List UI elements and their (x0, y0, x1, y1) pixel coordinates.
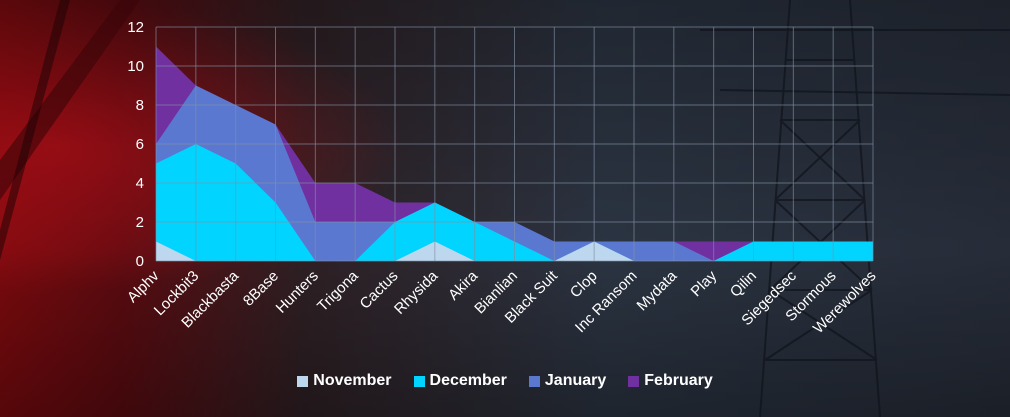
y-axis: 0 2 4 6 8 10 12 (127, 19, 144, 270)
legend-swatch (528, 375, 540, 387)
x-tick-label: Clop (567, 268, 601, 302)
legend-swatch (628, 375, 640, 387)
legend-swatch (297, 375, 309, 387)
x-tick-label: Qilin (727, 268, 760, 301)
x-tick-label: Trigona (314, 267, 362, 315)
area-series-december (156, 144, 873, 261)
x-axis: AlphvLockbit3Blackbasta8BaseHuntersTrigo… (124, 267, 880, 337)
legend-item-december: December (413, 372, 507, 390)
area-series-february (156, 46, 873, 261)
x-tick-label: Rhysida (391, 267, 442, 318)
y-tick-label: 6 (136, 136, 144, 153)
legend-label: February (644, 372, 713, 389)
x-tick-label: Mydata (634, 267, 681, 314)
y-tick-label: 4 (136, 175, 144, 192)
x-tick-label: Play (688, 267, 721, 300)
legend-item-january: January (528, 372, 607, 390)
y-tick-label: 12 (127, 19, 144, 36)
x-tick-label: Akira (445, 267, 482, 304)
x-tick-label: Hunters (273, 268, 322, 317)
chart-legend: November December January February (0, 372, 1010, 390)
legend-item-november: November (297, 372, 392, 390)
legend-swatch (413, 375, 425, 387)
legend-label: January (544, 372, 607, 389)
legend-label: November (313, 372, 392, 389)
y-tick-label: 0 (136, 253, 144, 270)
chart-grid (155, 26, 874, 262)
y-tick-label: 2 (136, 214, 144, 231)
y-tick-label: 10 (127, 58, 144, 75)
y-tick-label: 8 (136, 97, 144, 114)
legend-label: December (429, 372, 507, 389)
legend-item-february: February (628, 372, 713, 390)
